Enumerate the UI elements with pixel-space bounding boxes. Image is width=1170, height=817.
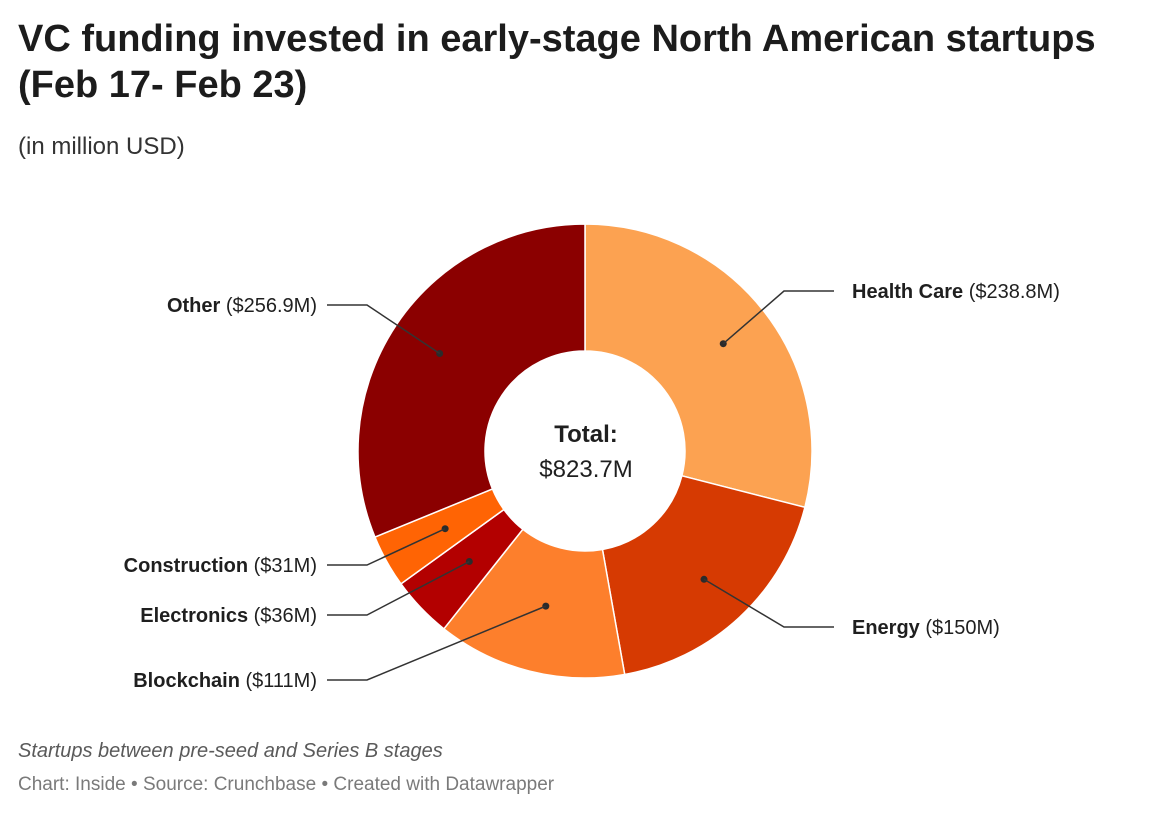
chart-notes: Startups between pre-seed and Series B s… xyxy=(18,740,443,762)
footer-separator: • xyxy=(316,774,334,795)
leader-line-blockchain xyxy=(327,605,547,681)
slice-label-name: Blockchain xyxy=(133,670,240,692)
slice-energy xyxy=(601,474,806,676)
slice-other xyxy=(357,223,586,539)
chart-subtitle: (in million USD) xyxy=(18,133,185,160)
footer-created-with: Created with Datawrapper xyxy=(333,774,555,795)
slice-label-energy: Energy ($150M) xyxy=(852,617,1000,639)
footer-chart-by: Chart: Inside xyxy=(18,774,126,795)
slice-label-name: Electronics xyxy=(140,605,248,627)
leader-line-construction xyxy=(327,528,446,566)
slice-label-blockchain: Blockchain ($111M) xyxy=(133,670,317,692)
chart-footer: Chart: Inside • Source: Crunchbase • Cre… xyxy=(18,771,554,799)
slice-label-value: ($238.8M) xyxy=(963,281,1060,303)
slice-label-construction: Construction ($31M) xyxy=(124,555,317,577)
leader-lines-group xyxy=(327,290,834,681)
slice-label-value: ($31M) xyxy=(248,555,317,577)
center-total-label: Total: xyxy=(554,421,618,448)
slice-label-value: ($36M) xyxy=(248,605,317,627)
slice-label-health-care: Health Care ($238.8M) xyxy=(852,281,1060,303)
footer-separator: • xyxy=(125,774,143,795)
leader-line-electronics xyxy=(327,560,470,616)
footer-source: Source: Crunchbase xyxy=(142,774,317,795)
leader-line-health-care xyxy=(722,290,834,345)
leader-line-other xyxy=(327,304,441,355)
slice-blockchain xyxy=(442,528,626,679)
slice-label-name: Other xyxy=(167,295,221,317)
slice-label-name: Energy xyxy=(852,617,921,639)
center-total-value: $823.7M xyxy=(539,456,632,483)
slices-group xyxy=(357,223,813,679)
chart-title: VC funding invested in early-stage North… xyxy=(18,18,1096,106)
labels-group: Health Care ($238.8M) Energy ($150M) Block… xyxy=(124,281,1060,692)
slice-label-other: Other ($256.9M) xyxy=(167,295,317,317)
slice-label-name: Construction xyxy=(124,555,248,577)
slice-label-name: Health Care xyxy=(852,281,963,303)
slice-health-care xyxy=(584,223,813,509)
slice-label-value: ($256.9M) xyxy=(220,295,317,317)
slice-label-value: ($111M) xyxy=(240,670,317,692)
leader-line-energy xyxy=(703,578,834,628)
slice-label-value: ($150M) xyxy=(920,617,1000,639)
slice-label-electronics: Electronics ($36M) xyxy=(140,605,317,627)
